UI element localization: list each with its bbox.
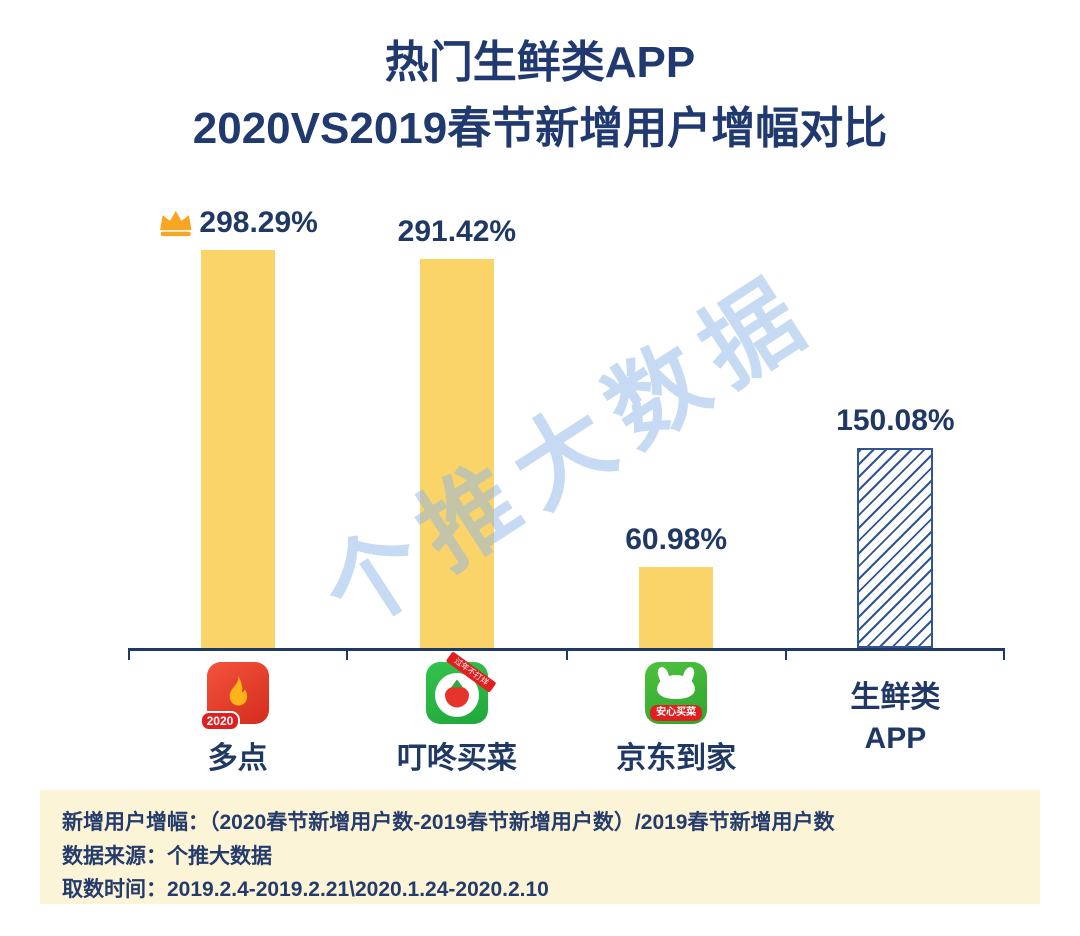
plot-area: 298.29% 291.42% 60.98% 150.08%: [128, 206, 1005, 648]
bar-duodian: [200, 250, 275, 648]
bar-column-category: 150.08%: [786, 248, 1005, 648]
value-label-jddaojia: 60.98%: [625, 523, 727, 557]
category-dingdong: 过年不打烊 叮咚买菜: [347, 651, 566, 777]
footnote-period: 取数时间：2019.2.4-2019.2.21\2020.1.24-2020.2…: [62, 878, 549, 902]
value-label-category-average: 150.08%: [836, 404, 954, 438]
bar-column-duodian: 298.29%: [128, 206, 347, 648]
bar-jddaojia: [639, 567, 714, 648]
axis-tick: [1003, 651, 1005, 660]
strawberry-icon: [444, 686, 469, 708]
value-text-dingdong: 291.42%: [397, 215, 517, 248]
axis-tick: [565, 651, 568, 660]
flame-icon: [229, 675, 247, 706]
jddaojia-app-icon: 安心买菜: [645, 662, 708, 724]
value-text-category-average: 150.08%: [836, 404, 955, 437]
footnote-formula: 新增用户增幅：（2020春节新增用户数-2019春节新增用户数）/2019春节新…: [62, 811, 835, 834]
dog-icon: [657, 674, 696, 699]
axis-tick: [784, 651, 787, 660]
value-text-duodian: 298.29%: [199, 206, 318, 239]
axis-tick: [346, 651, 349, 660]
bar-column-jddaojia: 60.98%: [567, 248, 786, 648]
category-label-duodian: 多点: [207, 742, 268, 775]
bar-dingdong: [419, 259, 494, 648]
bar-column-dingdong: 291.42%: [347, 215, 566, 648]
footnote-source: 数据来源：个推大数据: [62, 844, 272, 868]
category-jddaojia: 安心买菜 京东到家: [567, 662, 786, 777]
value-label-duodian: 298.29%: [157, 206, 318, 240]
axis-tick: [128, 651, 130, 660]
category-label-fresh-line1: 生鲜类: [850, 681, 941, 714]
footnote-box: 新增用户增幅：（2020春节新增用户数-2019春节新增用户数）/2019春节新…: [40, 790, 1040, 904]
category-label-dingdong: 叮咚买菜: [396, 742, 517, 775]
duodian-2020-badge: 2020: [199, 710, 241, 731]
category-label-fresh-line2: APP: [864, 721, 927, 755]
bar-category-average: [857, 448, 934, 648]
category-label-fresh-apps: 生鲜类 APP: [850, 678, 940, 759]
value-label-dingdong: 291.42%: [398, 215, 516, 249]
category-labels: 2020 多点 过年不打烊 叮咚买菜 安心买菜 京东到家 生鲜类 APP: [128, 651, 1005, 777]
dingdong-app-icon: 过年不打烊: [425, 651, 497, 724]
duodian-app-icon: 2020: [199, 662, 269, 731]
value-text-jddaojia: 60.98%: [625, 523, 727, 556]
crown-icon: [157, 208, 193, 238]
title-line-2: 2020VS2019春节新增用户增幅对比: [192, 104, 888, 153]
chart-title: 热门生鲜类APP 2020VS2019春节新增用户增幅对比: [0, 30, 1080, 162]
title-line-1: 热门生鲜类APP: [384, 38, 696, 87]
x-axis-line: [128, 648, 1005, 660]
category-fresh-apps: 生鲜类 APP: [786, 662, 1005, 777]
category-label-jddaojia: 京东到家: [616, 742, 737, 775]
jddaojia-banner: 安心买菜: [650, 705, 703, 721]
category-duodian: 2020 多点: [128, 662, 347, 777]
